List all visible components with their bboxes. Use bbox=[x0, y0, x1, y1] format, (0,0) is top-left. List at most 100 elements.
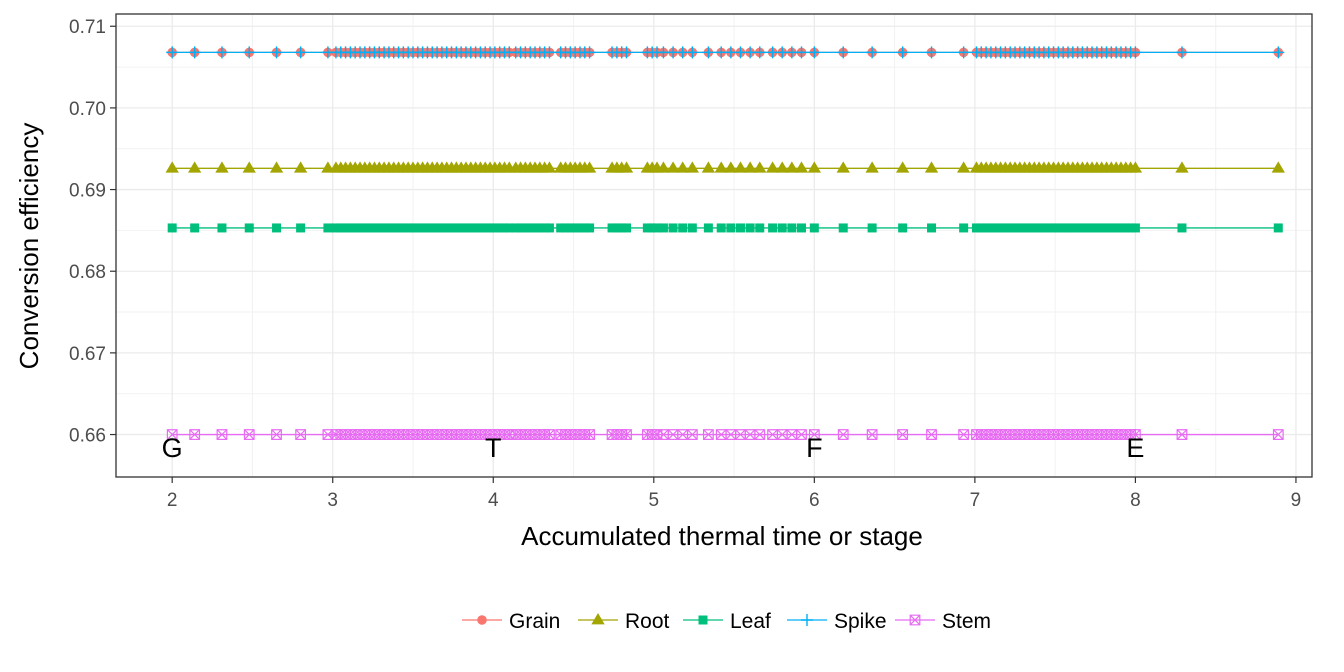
series-layer bbox=[165, 46, 1285, 440]
stage-label-e: E bbox=[1126, 433, 1144, 463]
legend-label: Grain bbox=[509, 610, 560, 633]
data-point-leaf bbox=[365, 223, 375, 233]
data-point-leaf bbox=[398, 223, 408, 233]
data-point-leaf bbox=[647, 223, 657, 233]
data-point-stem bbox=[866, 429, 878, 440]
x-tick-label: 8 bbox=[1130, 490, 1141, 511]
data-point-root bbox=[1175, 161, 1189, 173]
x-tick-label: 5 bbox=[649, 490, 660, 511]
data-point-root bbox=[743, 161, 757, 173]
data-point-leaf bbox=[1010, 223, 1020, 233]
data-point-leaf bbox=[1020, 223, 1030, 233]
data-point-leaf bbox=[475, 223, 485, 233]
data-point-leaf bbox=[986, 223, 996, 233]
data-point-leaf bbox=[796, 223, 806, 233]
data-point-leaf bbox=[1063, 223, 1073, 233]
data-point-spike bbox=[270, 46, 283, 59]
data-point-leaf bbox=[525, 223, 535, 233]
data-point-leaf bbox=[461, 223, 471, 233]
stage-label-t: T bbox=[485, 433, 502, 463]
data-point-leaf bbox=[480, 223, 490, 233]
x-tick-label: 7 bbox=[970, 490, 981, 511]
data-point-leaf bbox=[490, 223, 500, 233]
data-point-root bbox=[836, 161, 850, 173]
data-point-leaf bbox=[1005, 223, 1015, 233]
y-tick-label: 0.70 bbox=[69, 99, 106, 120]
x-tick-label: 4 bbox=[488, 490, 499, 511]
stage-label-g: G bbox=[162, 433, 183, 463]
data-point-stem bbox=[1130, 429, 1141, 440]
data-point-leaf bbox=[504, 223, 514, 233]
data-point-leaf bbox=[1073, 223, 1083, 233]
data-point-leaf bbox=[1034, 223, 1044, 233]
data-point-leaf bbox=[585, 223, 595, 233]
data-point-stem bbox=[544, 429, 555, 440]
legend-key-marker bbox=[909, 614, 921, 626]
data-point-leaf bbox=[495, 223, 505, 233]
data-point-leaf bbox=[996, 223, 1006, 233]
data-point-leaf bbox=[678, 223, 688, 233]
data-point-root bbox=[242, 161, 256, 173]
x-axis: 2 3 4 5 6 7 8 9 bbox=[167, 477, 1301, 511]
data-point-leaf bbox=[403, 223, 413, 233]
y-tick-label: 0.69 bbox=[69, 181, 106, 202]
data-point-leaf bbox=[716, 223, 726, 233]
y-tick-label: 0.67 bbox=[69, 344, 106, 365]
data-point-stem bbox=[686, 429, 698, 440]
data-point-stem bbox=[702, 429, 714, 440]
data-point-root bbox=[724, 161, 738, 173]
data-point-leaf bbox=[1126, 223, 1136, 233]
data-point-root bbox=[956, 161, 971, 173]
data-point-leaf bbox=[959, 223, 969, 233]
data-point-leaf bbox=[575, 223, 585, 233]
plot-background bbox=[116, 14, 1312, 477]
data-point-leaf bbox=[898, 223, 908, 233]
data-point-leaf bbox=[1077, 223, 1087, 233]
data-point-leaf bbox=[408, 223, 418, 233]
data-point-leaf bbox=[499, 223, 509, 233]
data-point-root bbox=[188, 161, 202, 173]
data-point-leaf bbox=[244, 223, 254, 233]
data-point-leaf bbox=[516, 223, 526, 233]
data-point-spike bbox=[795, 46, 808, 59]
data-point-root bbox=[765, 161, 780, 173]
data-point-stem bbox=[271, 429, 282, 440]
data-point-root bbox=[785, 161, 799, 173]
data-point-leaf bbox=[379, 223, 389, 233]
data-point-leaf bbox=[530, 223, 540, 233]
data-point-leaf bbox=[456, 223, 466, 233]
data-point-leaf bbox=[447, 223, 457, 233]
data-point-leaf bbox=[466, 223, 476, 233]
data-point-spike bbox=[866, 46, 879, 59]
data-point-spike bbox=[925, 46, 938, 59]
data-point-leaf bbox=[369, 223, 379, 233]
data-point-root bbox=[619, 161, 634, 173]
legend-key-marker bbox=[801, 614, 813, 626]
data-point-leaf bbox=[755, 223, 765, 233]
data-point-leaf bbox=[1044, 223, 1054, 233]
data-point-leaf bbox=[1087, 223, 1097, 233]
data-point-leaf bbox=[777, 223, 787, 233]
data-point-leaf bbox=[1039, 223, 1049, 233]
x-tick-label: 3 bbox=[327, 490, 338, 511]
data-point-leaf bbox=[413, 223, 423, 233]
data-point-root bbox=[753, 161, 767, 173]
data-point-spike bbox=[188, 46, 201, 59]
data-point-leaf bbox=[809, 223, 819, 233]
data-point-leaf bbox=[272, 223, 282, 233]
data-point-leaf bbox=[394, 223, 404, 233]
data-point-root bbox=[794, 161, 809, 173]
x-tick-label: 2 bbox=[167, 490, 178, 511]
data-point-root bbox=[1271, 161, 1285, 173]
series-leaf bbox=[167, 223, 1283, 233]
data-point-stem bbox=[216, 429, 228, 440]
data-point-stem bbox=[295, 429, 307, 440]
data-point-leaf bbox=[1121, 223, 1131, 233]
data-point-leaf bbox=[1177, 223, 1187, 233]
data-point-leaf bbox=[1130, 223, 1140, 233]
data-point-leaf bbox=[540, 223, 550, 233]
y-tick-label: 0.71 bbox=[69, 17, 106, 38]
data-point-root bbox=[775, 161, 789, 173]
data-point-leaf bbox=[1053, 223, 1063, 233]
